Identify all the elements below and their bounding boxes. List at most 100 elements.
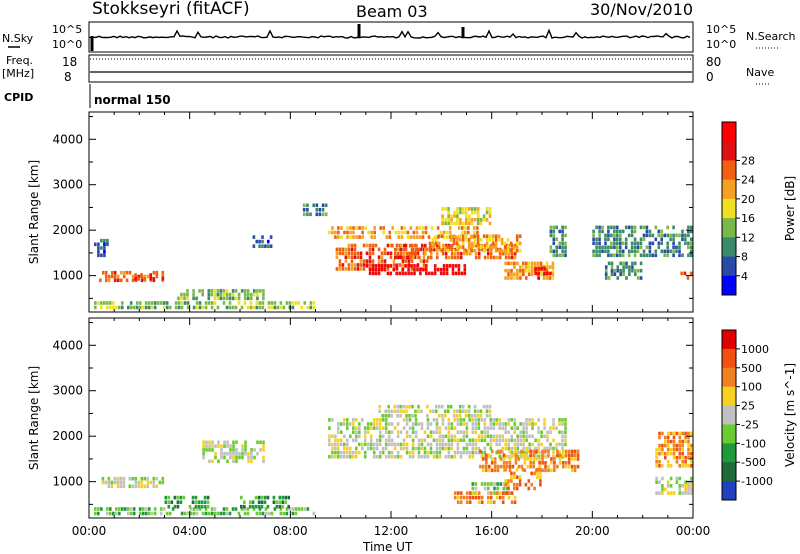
velocity-cell <box>141 507 145 511</box>
power-cell <box>518 234 522 238</box>
velocity-cell <box>493 468 497 473</box>
power-cell <box>610 233 613 238</box>
velocity-cell <box>561 442 564 447</box>
power-cell <box>630 225 634 230</box>
power-cell <box>97 301 100 305</box>
velocity-cell <box>402 438 406 443</box>
power-cell <box>669 237 672 242</box>
velocity-cell <box>191 500 195 504</box>
power-cell <box>400 230 404 235</box>
power-cell <box>672 245 675 250</box>
velocity-cell <box>241 448 244 452</box>
power-cell <box>225 289 229 293</box>
power-cell <box>125 278 129 283</box>
velocity-cell <box>288 507 292 511</box>
velocity-cell <box>477 495 481 500</box>
power-cell <box>356 251 360 256</box>
power-cell <box>149 273 152 277</box>
velocity-cell <box>235 459 238 464</box>
velocity-cell <box>358 426 361 430</box>
velocity-cell <box>450 422 454 426</box>
power-cell <box>103 253 106 258</box>
power-cell <box>474 255 478 260</box>
power-cell <box>456 221 459 226</box>
power-cell <box>666 249 669 254</box>
velocity-cell <box>483 438 487 443</box>
velocity-cell <box>219 511 223 516</box>
power-cell <box>628 265 631 269</box>
power-cell <box>482 248 486 253</box>
power-cell <box>504 261 507 266</box>
velocity-cell <box>435 450 439 455</box>
power-cell <box>186 292 189 297</box>
velocity-cell <box>240 504 243 509</box>
power-cell <box>555 253 558 258</box>
velocity-cell <box>426 434 430 439</box>
power-cell <box>318 212 322 217</box>
velocity-cell <box>423 430 427 434</box>
velocity-cell <box>243 504 246 509</box>
velocity-cell <box>109 511 112 516</box>
power-cell <box>135 301 139 305</box>
power-cell <box>494 241 498 246</box>
velocity-cell <box>423 446 427 451</box>
power-cell <box>447 255 451 260</box>
power-cell <box>442 230 446 235</box>
velocity-cell <box>132 511 136 516</box>
velocity-cell <box>294 511 298 516</box>
velocity-cell <box>191 495 195 500</box>
power-cell <box>431 271 434 276</box>
velocity-cell <box>214 444 217 448</box>
velocity-cell <box>479 464 482 469</box>
power-cell <box>413 255 417 259</box>
velocity-cell <box>337 442 340 447</box>
velocity-cell <box>340 450 343 455</box>
velocity-cell <box>504 446 507 451</box>
velocity-cell <box>390 414 393 418</box>
power-cell <box>389 251 393 256</box>
velocity-cell <box>235 451 238 456</box>
velocity-cell <box>498 442 501 447</box>
power-cell <box>519 276 522 280</box>
velocity-cell <box>488 468 491 473</box>
velocity-cell <box>529 461 532 465</box>
power-cell <box>633 253 637 258</box>
velocity-cell <box>480 438 484 443</box>
velocity-cell <box>502 461 506 465</box>
velocity-cell <box>666 435 670 440</box>
power-cell <box>595 253 598 258</box>
power-cell <box>246 292 250 297</box>
power-cell <box>518 241 522 246</box>
velocity-cell <box>519 442 522 447</box>
power-cell <box>377 264 381 268</box>
power-cell <box>648 249 652 254</box>
power-cell <box>619 253 622 258</box>
velocity-cell <box>504 479 507 483</box>
power-cell <box>315 208 319 212</box>
velocity-cell <box>530 482 533 487</box>
power-cell <box>395 247 399 252</box>
power-cell <box>353 243 357 248</box>
velocity-cell <box>375 422 379 426</box>
velocity-cell <box>225 507 229 511</box>
velocity-cell <box>552 438 555 443</box>
power-cell <box>491 238 495 242</box>
velocity-cell <box>176 500 180 504</box>
velocity-cell <box>672 455 676 460</box>
velocity-cell <box>456 430 460 434</box>
velocity-cell <box>399 414 402 418</box>
power-cell <box>388 230 392 235</box>
velocity-cell <box>558 450 561 455</box>
velocity-cell <box>366 446 370 451</box>
power-cell <box>450 251 454 256</box>
velocity-cell <box>549 446 552 451</box>
power-cell <box>598 241 601 246</box>
velocity-cell <box>358 422 361 426</box>
velocity-cell <box>138 507 142 511</box>
power-cell <box>341 263 345 267</box>
power-cell <box>156 301 160 305</box>
velocity-cell <box>514 461 518 465</box>
velocity-cell <box>331 434 334 439</box>
power-cell <box>601 249 604 254</box>
velocity-cell <box>562 464 565 469</box>
